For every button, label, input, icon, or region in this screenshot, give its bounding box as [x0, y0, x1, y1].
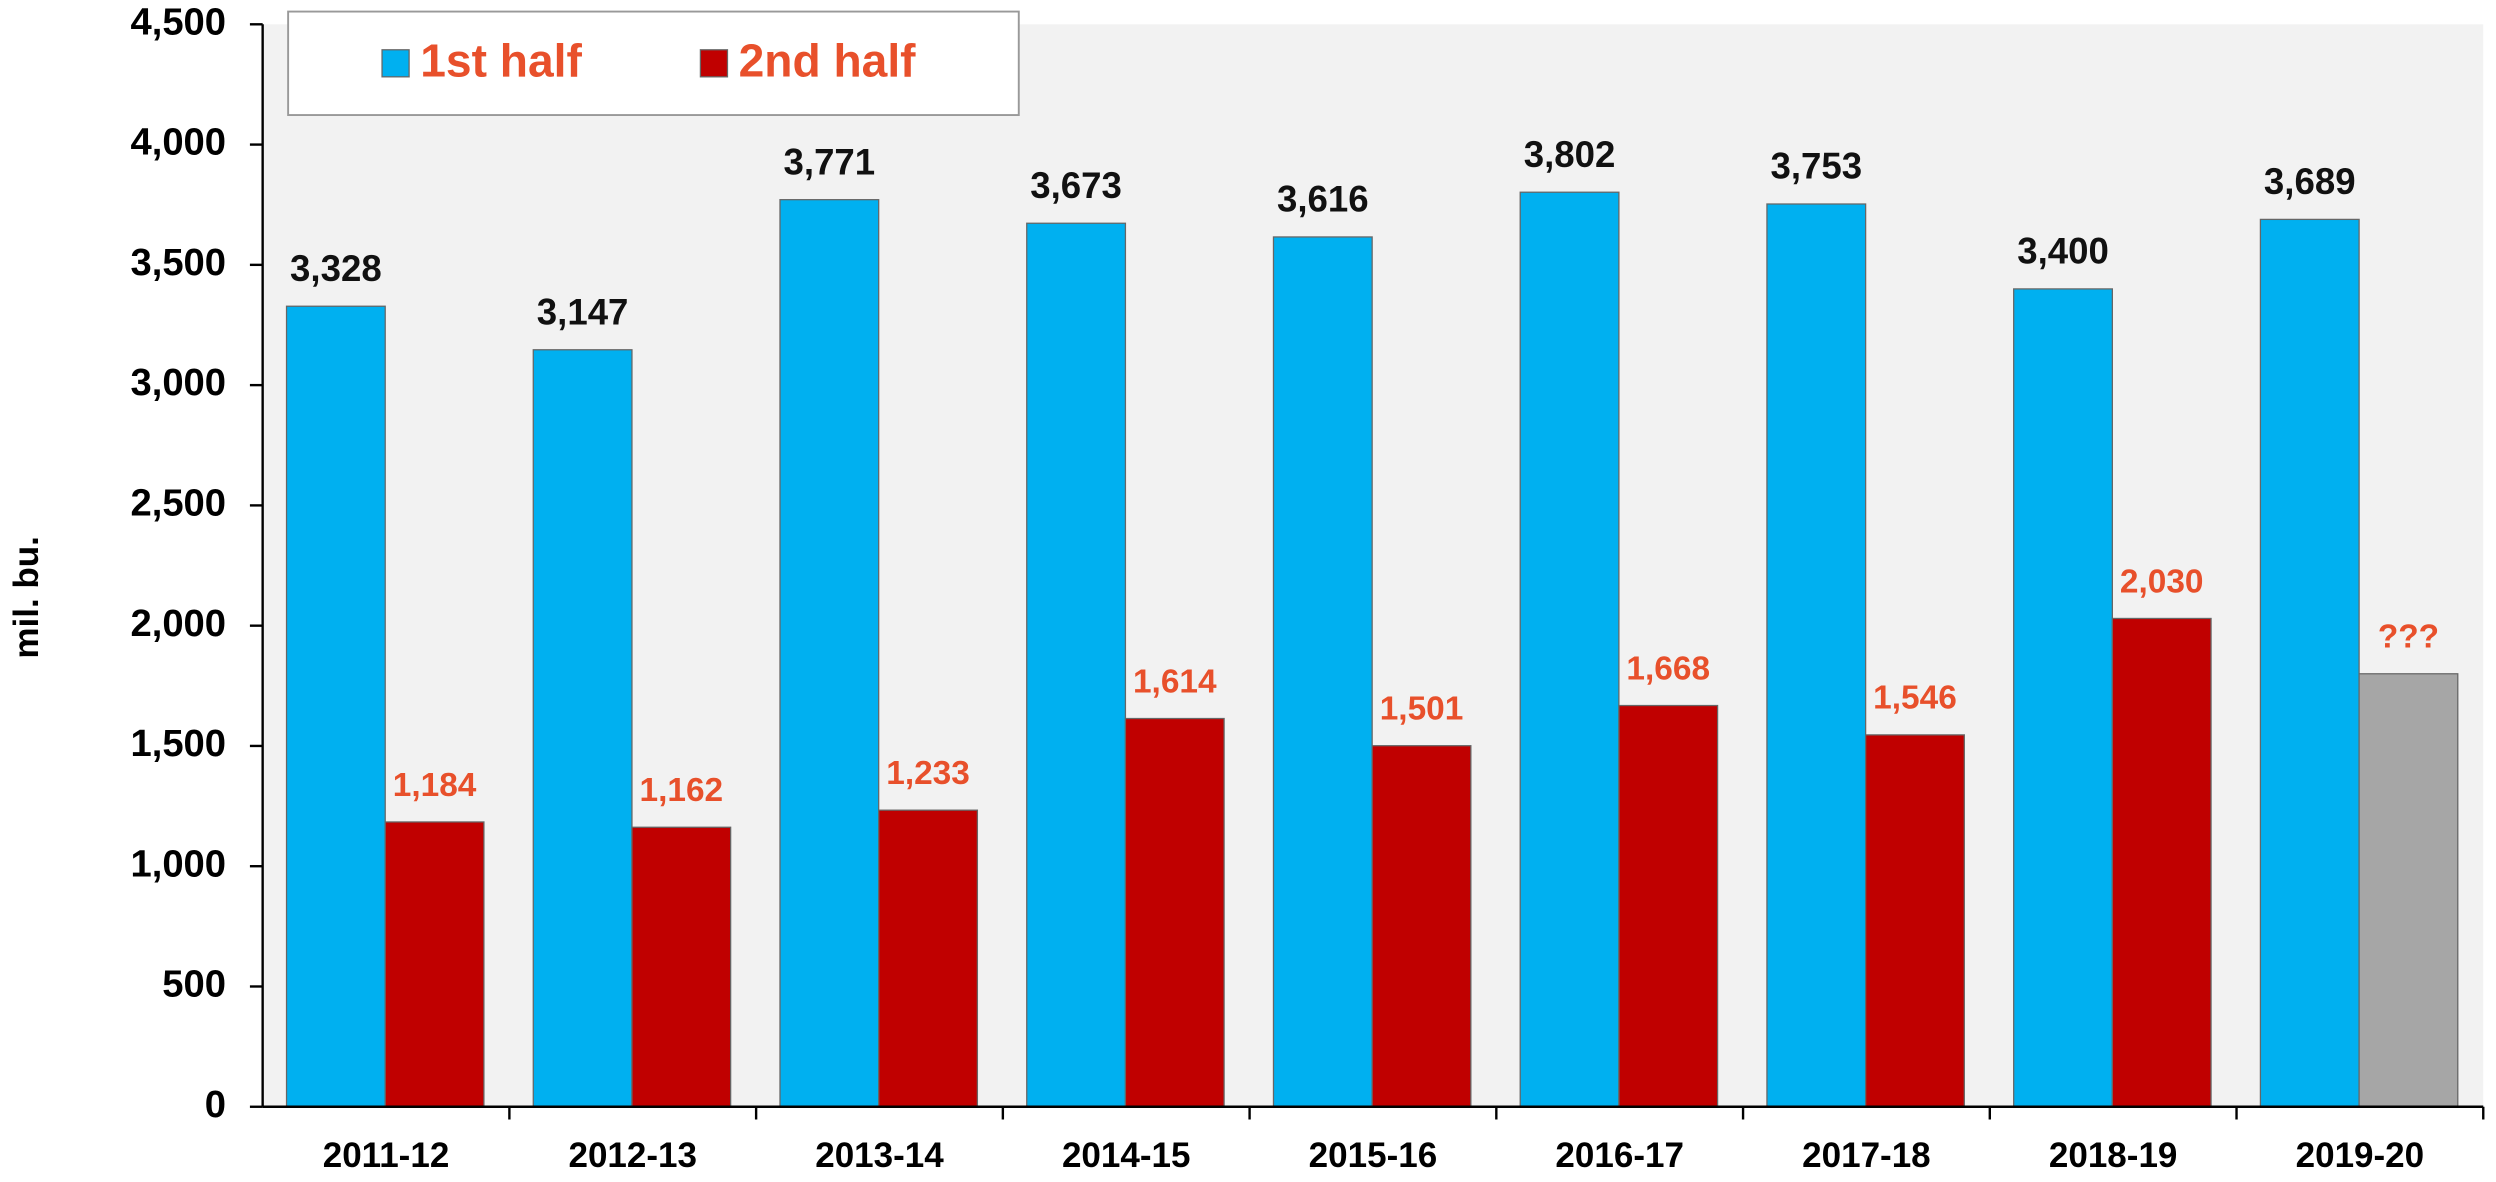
y-tick-label: 0: [205, 1083, 226, 1126]
data-label: 2,030: [2120, 563, 2204, 600]
bar: [1519, 191, 1620, 1108]
data-label: 1,184: [393, 767, 477, 804]
bar: [2111, 617, 2212, 1108]
bar: [2013, 288, 2114, 1108]
bar: [532, 349, 633, 1108]
legend-label: 2nd half: [739, 34, 917, 86]
data-label: 1,162: [640, 772, 724, 809]
x-tick-label: 2015-16: [1309, 1136, 1438, 1175]
legend-swatch: [381, 49, 410, 78]
bar: [1766, 203, 1867, 1108]
bar: [878, 809, 979, 1108]
legend-label: 1st half: [420, 34, 582, 86]
data-label: 3,689: [2264, 161, 2356, 202]
y-tick-label: 1,500: [130, 722, 226, 765]
x-tick-label: 2016-17: [1555, 1136, 1684, 1175]
y-tick-label: 3,500: [130, 241, 226, 284]
bar: [1371, 745, 1472, 1108]
legend-swatch: [699, 49, 729, 78]
data-label: 3,147: [537, 291, 629, 332]
bar: [779, 199, 880, 1108]
bar: [2358, 673, 2459, 1108]
y-tick-label: 4,000: [130, 121, 226, 164]
bar: [631, 826, 732, 1108]
x-tick-label: 2012-13: [568, 1136, 697, 1175]
data-label: 1,501: [1380, 691, 1464, 728]
data-label: 3,400: [2017, 231, 2109, 272]
bar: [285, 305, 386, 1108]
legend-box: [287, 10, 1020, 116]
x-tick-label: 2014-15: [1062, 1136, 1191, 1175]
y-tick-label: 4,500: [130, 0, 226, 43]
x-tick-label: 2018-19: [2049, 1136, 2178, 1175]
x-tick-label: 2019-20: [2296, 1136, 2425, 1175]
bar: [2259, 218, 2360, 1108]
data-label: 3,753: [1770, 146, 1862, 187]
bar: [1864, 734, 1965, 1108]
y-tick-label: 3,000: [130, 361, 226, 404]
y-tick-label: 500: [162, 963, 226, 1006]
y-axis-label: mil. bu.: [7, 536, 46, 659]
bar: [1124, 717, 1225, 1108]
y-tick-label: 2,000: [130, 602, 226, 645]
bar: [384, 821, 485, 1108]
x-tick-label: 2017-18: [1802, 1136, 1931, 1175]
x-tick-label: 2011-12: [323, 1136, 450, 1175]
data-label: 1,614: [1133, 663, 1217, 700]
data-label: ???: [2378, 619, 2439, 656]
x-tick-label: 2013-14: [815, 1136, 944, 1175]
data-label: 3,802: [1524, 134, 1616, 175]
data-label: 3,673: [1030, 165, 1122, 206]
data-label: 1,546: [1873, 680, 1957, 717]
data-label: 3,616: [1277, 179, 1369, 220]
data-label: 3,328: [290, 248, 382, 289]
bar: [1272, 236, 1373, 1108]
y-tick-label: 1,000: [130, 842, 226, 885]
data-label: 1,233: [886, 755, 970, 792]
bar: [1026, 222, 1127, 1108]
data-label: 1,668: [1626, 650, 1710, 687]
data-label: 3,771: [784, 141, 876, 182]
y-tick-label: 2,500: [130, 481, 226, 524]
bar: [1618, 704, 1719, 1108]
